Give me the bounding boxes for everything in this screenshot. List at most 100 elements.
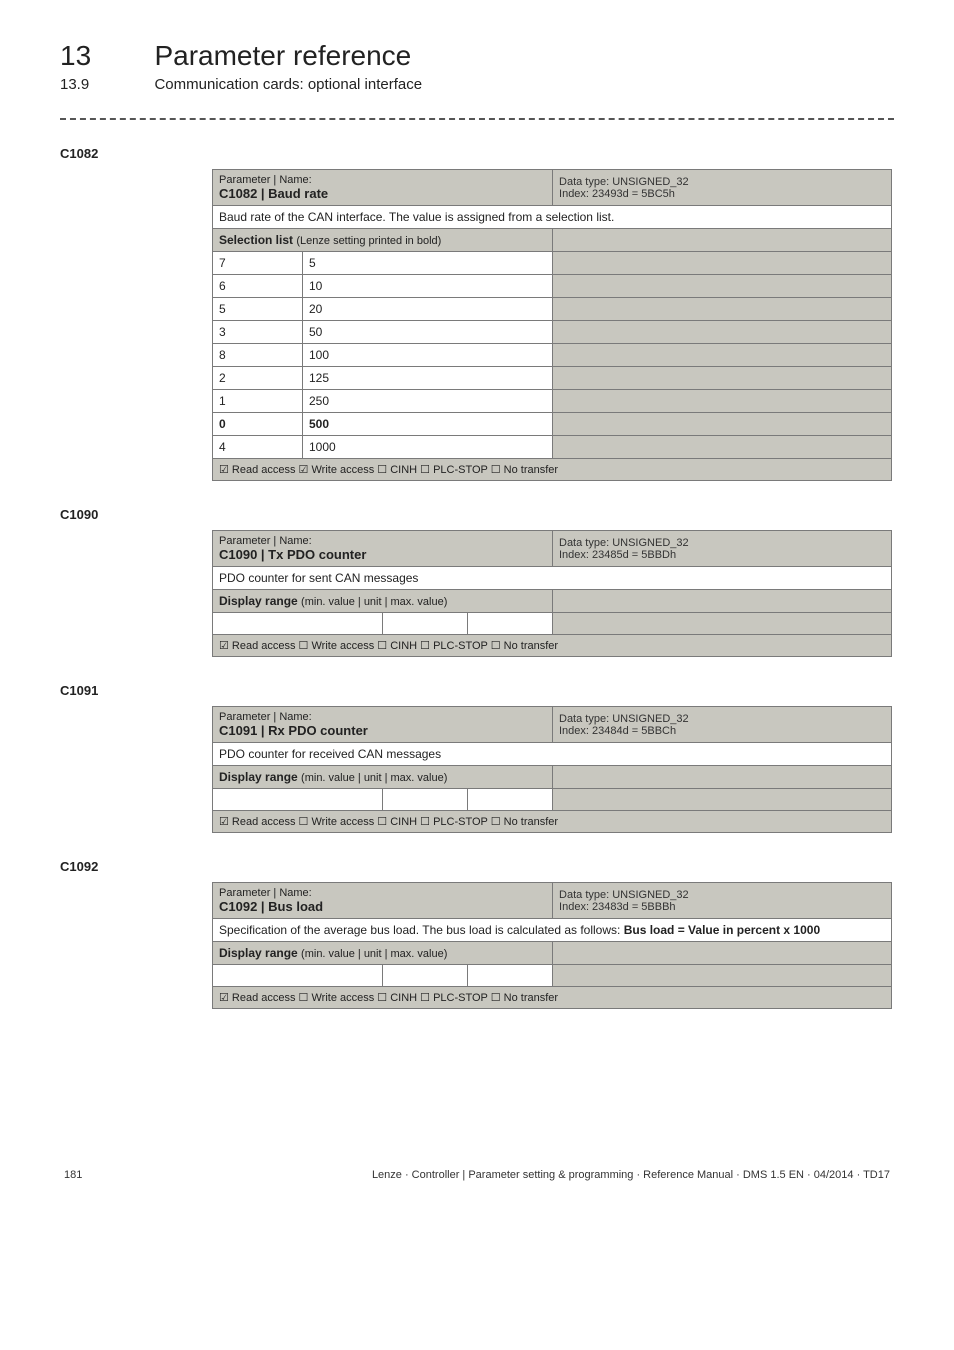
table-row: 520 <box>213 298 892 321</box>
header-left: Parameter | Name: C1090 | Tx PDO counter <box>213 531 553 567</box>
row-blank <box>553 367 892 390</box>
index: Index: 23484d = 5BBCh <box>559 725 676 737</box>
selection-header-blank <box>553 229 892 252</box>
row-number: 2 <box>213 367 303 390</box>
row-value: 100 <box>303 344 553 367</box>
row-blank <box>553 436 892 459</box>
sel-header-text: Selection list <box>219 233 293 247</box>
row-value: 125 <box>303 367 553 390</box>
row-blank <box>553 321 892 344</box>
index: Index: 23485d = 5BBDh <box>559 549 676 561</box>
drange-unit <box>383 789 468 811</box>
param-title: C1082 | Baud rate <box>219 186 328 201</box>
header-left: Parameter | Name: C1082 | Baud rate <box>213 170 553 206</box>
row-value: 5 <box>303 252 553 275</box>
index: Index: 23483d = 5BBBh <box>559 901 676 913</box>
table-c1091: Parameter | Name: C1091 | Rx PDO counter… <box>212 706 892 833</box>
drange-blank <box>553 766 892 789</box>
description: PDO counter for sent CAN messages <box>213 567 892 590</box>
drange-unit <box>383 965 468 987</box>
access-flags: ☑ Read access ☐ Write access ☐ CINH ☐ PL… <box>213 987 892 1009</box>
display-range-header: Display range (min. value | unit | max. … <box>213 766 553 789</box>
row-blank <box>553 275 892 298</box>
chapter-number: 13 <box>60 40 150 72</box>
drange-max <box>468 965 553 987</box>
table-row: 1250 <box>213 390 892 413</box>
row-number: 1 <box>213 390 303 413</box>
param-title: C1090 | Tx PDO counter <box>219 547 366 562</box>
header-right: Data type: UNSIGNED_32 Index: 23493d = 5… <box>553 170 892 206</box>
drange-min <box>213 613 383 635</box>
param-title: C1091 | Rx PDO counter <box>219 723 368 738</box>
datatype: Data type: UNSIGNED_32 <box>559 537 689 549</box>
row-blank <box>553 390 892 413</box>
row-number: 6 <box>213 275 303 298</box>
datatype: Data type: UNSIGNED_32 <box>559 713 689 725</box>
description: Baud rate of the CAN interface. The valu… <box>213 206 892 229</box>
row-blank <box>553 298 892 321</box>
row-number: 8 <box>213 344 303 367</box>
description: PDO counter for received CAN messages <box>213 743 892 766</box>
access-flags: ☑ Read access ☑ Write access ☐ CINH ☐ PL… <box>213 459 892 481</box>
drange-max <box>468 789 553 811</box>
desc-text: Specification of the average bus load. T… <box>219 923 820 937</box>
drange-text: Display range <box>219 594 298 608</box>
param-title: C1092 | Bus load <box>219 899 323 914</box>
drange-small: (min. value | unit | max. value) <box>301 948 447 960</box>
table-c1092: Parameter | Name: C1092 | Bus load Data … <box>212 882 892 1009</box>
section-title: Communication cards: optional interface <box>154 76 422 93</box>
drange-unit <box>383 613 468 635</box>
row-value: 500 <box>303 413 553 436</box>
display-range-header: Display range (min. value | unit | max. … <box>213 942 553 965</box>
description: Specification of the average bus load. T… <box>213 919 892 942</box>
separator <box>60 118 894 120</box>
row-blank <box>553 252 892 275</box>
header-right: Data type: UNSIGNED_32 Index: 23485d = 5… <box>553 531 892 567</box>
table-c1082: Parameter | Name: C1082 | Baud rate Data… <box>212 169 892 481</box>
row-blank <box>553 413 892 436</box>
table-row: 75 <box>213 252 892 275</box>
row-number: 5 <box>213 298 303 321</box>
table-row: 0500 <box>213 413 892 436</box>
drange-blank <box>553 590 892 613</box>
drange-small: (min. value | unit | max. value) <box>301 596 447 608</box>
row-number: 3 <box>213 321 303 344</box>
row-number: 0 <box>213 413 303 436</box>
table-c1090: Parameter | Name: C1090 | Tx PDO counter… <box>212 530 892 657</box>
table-row: 350 <box>213 321 892 344</box>
drange-rest <box>553 613 892 635</box>
header-left: Parameter | Name: C1091 | Rx PDO counter <box>213 707 553 743</box>
param-line: Parameter | Name: <box>219 535 312 547</box>
row-blank <box>553 344 892 367</box>
row-number: 4 <box>213 436 303 459</box>
page-number: 181 <box>64 1169 82 1181</box>
param-line: Parameter | Name: <box>219 887 312 899</box>
row-value: 20 <box>303 298 553 321</box>
drange-min <box>213 965 383 987</box>
param-code-c1092: C1092 <box>60 859 894 874</box>
param-line: Parameter | Name: <box>219 174 312 186</box>
datatype: Data type: UNSIGNED_32 <box>559 176 689 188</box>
drange-max <box>468 613 553 635</box>
section-number: 13.9 <box>60 76 150 93</box>
row-value: 1000 <box>303 436 553 459</box>
param-line: Parameter | Name: <box>219 711 312 723</box>
footer-text: Lenze · Controller | Parameter setting &… <box>372 1169 890 1181</box>
table-row: 610 <box>213 275 892 298</box>
row-value: 50 <box>303 321 553 344</box>
drange-rest <box>553 965 892 987</box>
display-range-header: Display range (min. value | unit | max. … <box>213 590 553 613</box>
param-code-c1091: C1091 <box>60 683 894 698</box>
row-value: 250 <box>303 390 553 413</box>
page-footer: 181 Lenze · Controller | Parameter setti… <box>60 1169 894 1181</box>
table-row: 41000 <box>213 436 892 459</box>
header-right: Data type: UNSIGNED_32 Index: 23483d = 5… <box>553 883 892 919</box>
drange-small: (min. value | unit | max. value) <box>301 772 447 784</box>
row-number: 7 <box>213 252 303 275</box>
drange-text: Display range <box>219 946 298 960</box>
drange-blank <box>553 942 892 965</box>
param-code-c1090: C1090 <box>60 507 894 522</box>
access-flags: ☑ Read access ☐ Write access ☐ CINH ☐ PL… <box>213 635 892 657</box>
table-row: 8100 <box>213 344 892 367</box>
sel-header-small: (Lenze setting printed in bold) <box>296 235 441 247</box>
